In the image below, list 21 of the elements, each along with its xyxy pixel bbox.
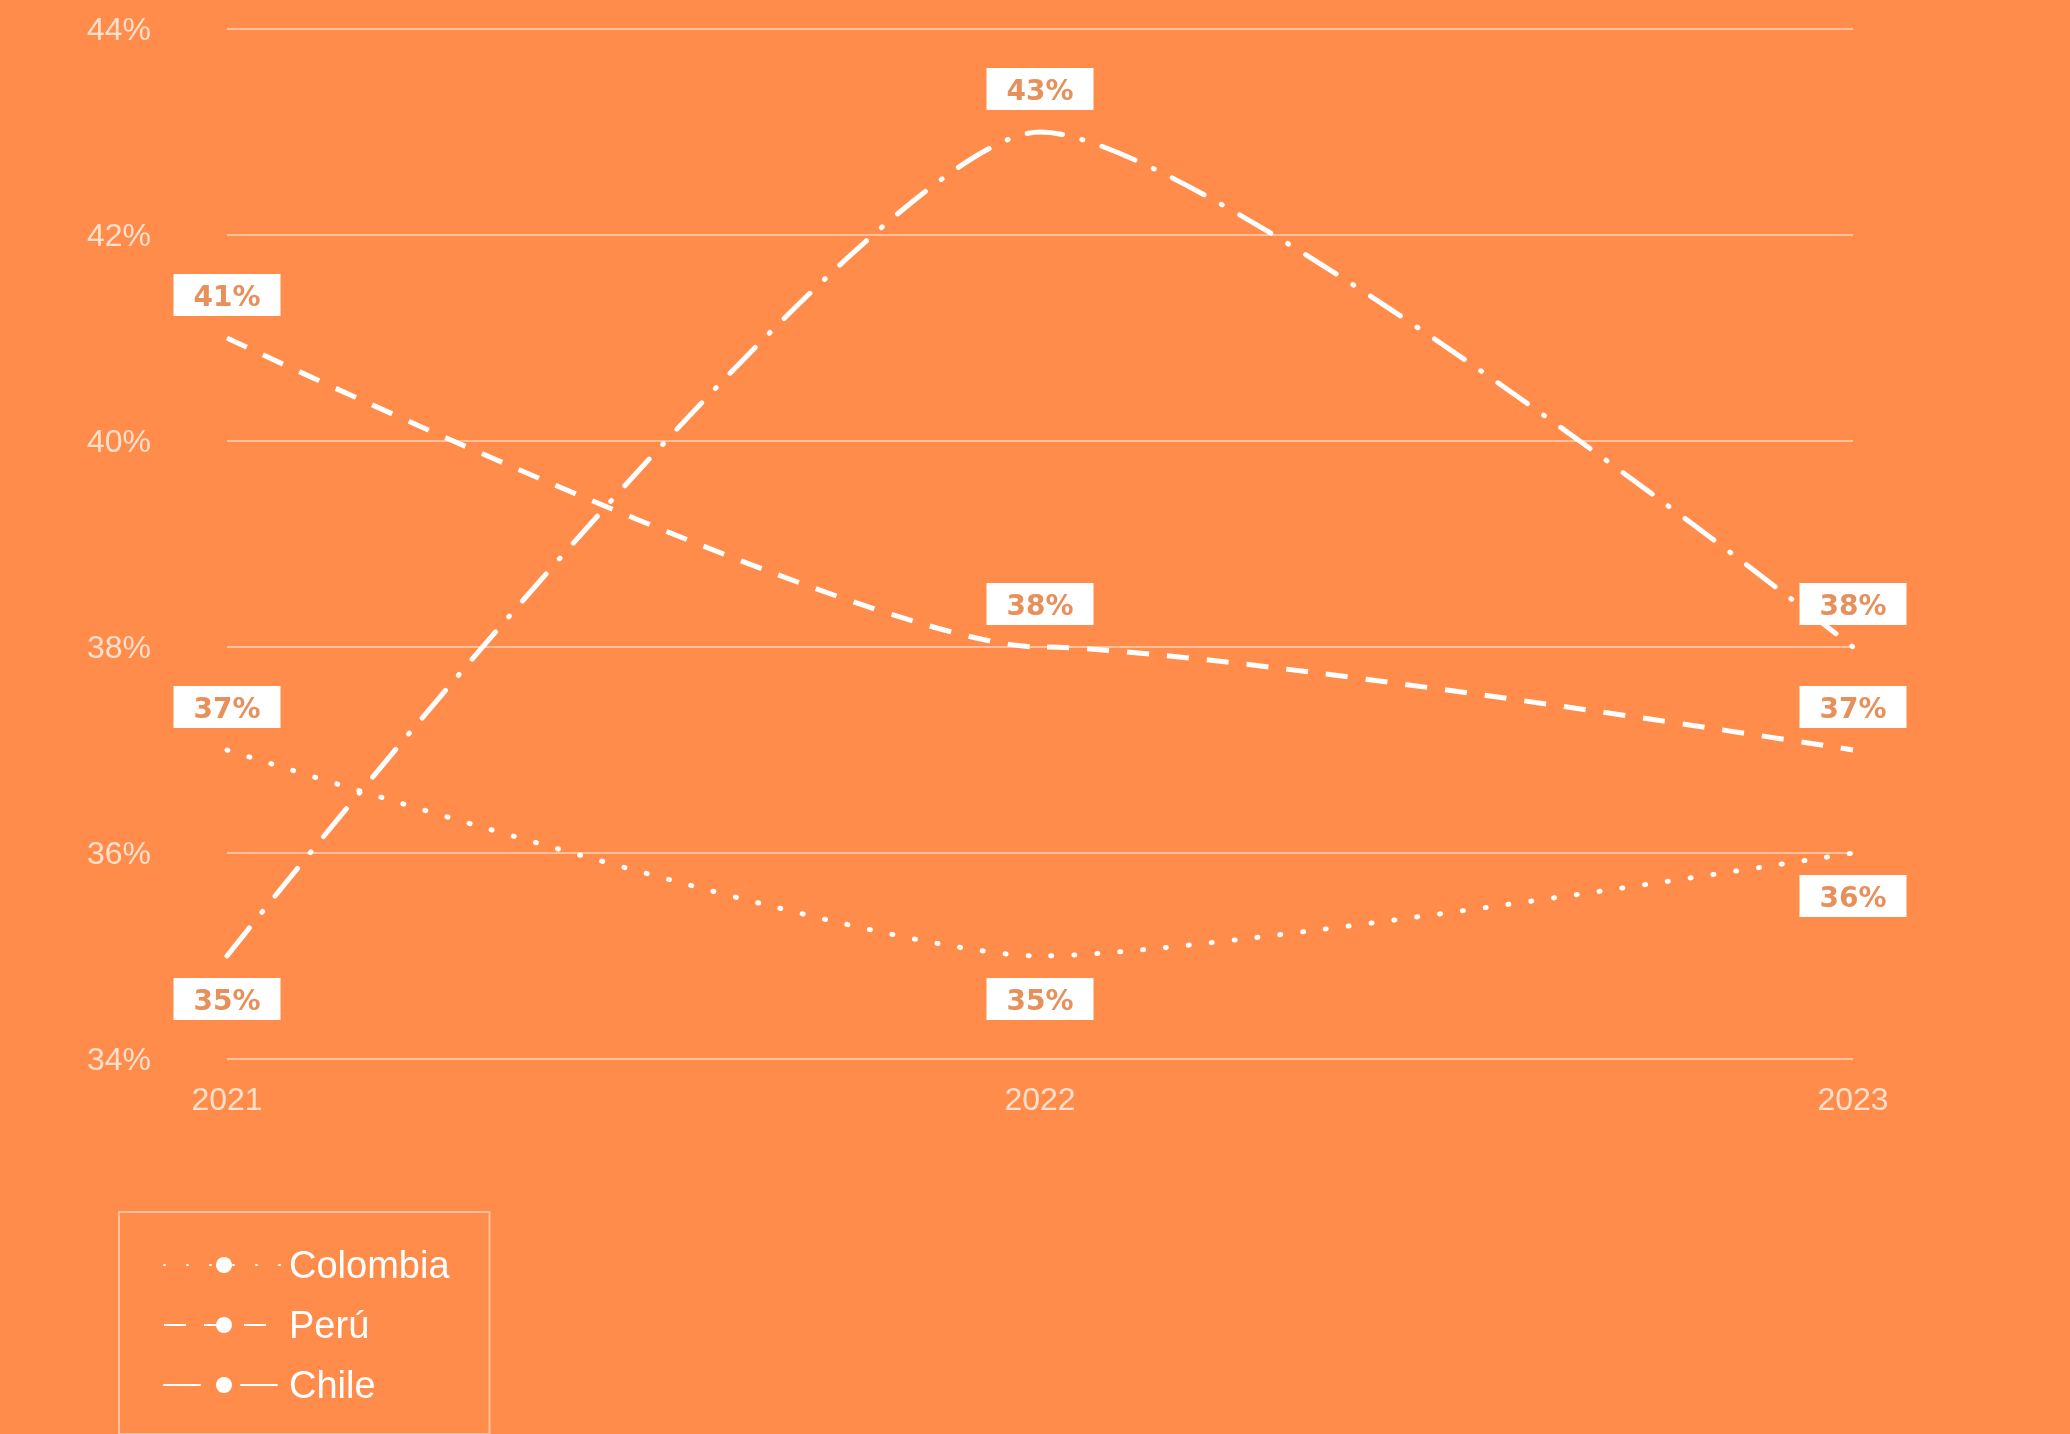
x-tick-label: 2021 <box>191 1081 263 1117</box>
data-label: 37% <box>1819 691 1887 725</box>
y-tick-label: 36% <box>87 835 152 871</box>
y-tick-label: 44% <box>87 11 152 47</box>
data-label: 43% <box>1006 73 1074 107</box>
data-label: 41% <box>193 279 261 313</box>
data-label: 35% <box>1006 983 1074 1017</box>
data-label: 38% <box>1006 588 1074 622</box>
data-label: 37% <box>193 691 261 725</box>
y-tick-label: 40% <box>87 423 152 459</box>
x-tick-label: 2023 <box>1817 1081 1889 1117</box>
x-tick-label: 2022 <box>1004 1081 1076 1117</box>
legend-label: Chile <box>289 1364 376 1406</box>
y-tick-label: 34% <box>87 1041 152 1077</box>
y-tick-label: 42% <box>87 217 152 253</box>
legend-label: Perú <box>289 1304 370 1346</box>
y-tick-label: 38% <box>87 629 152 665</box>
data-label: 38% <box>1819 588 1887 622</box>
legend-label: Colombia <box>289 1244 451 1286</box>
data-label: 35% <box>193 983 261 1017</box>
data-label: 36% <box>1819 880 1887 914</box>
